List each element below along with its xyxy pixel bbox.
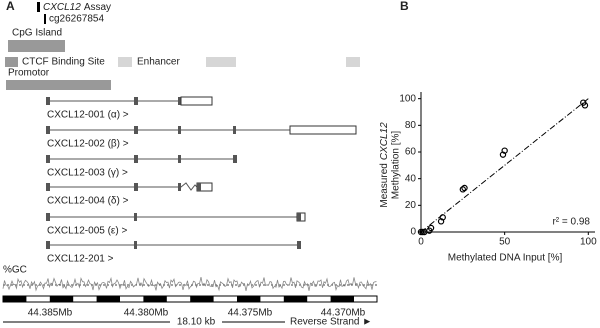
exon bbox=[134, 213, 137, 221]
x-tick-label: 0 bbox=[418, 237, 424, 248]
position-label: 44.375Mb bbox=[228, 308, 273, 319]
exon bbox=[46, 183, 50, 191]
y-tick-label: 80 bbox=[405, 120, 417, 131]
exon bbox=[297, 241, 301, 249]
point bbox=[581, 102, 589, 109]
transcript-label: CXCL12-004 (δ) > bbox=[47, 196, 129, 207]
transcript-label: CXCL12-201 > bbox=[47, 254, 114, 265]
scale-segment bbox=[330, 296, 354, 302]
scale-segment bbox=[237, 296, 261, 302]
span-label: 18.10 kb bbox=[177, 317, 216, 328]
panel-label: B bbox=[400, 0, 409, 13]
assay-label: CXCL12 Assay bbox=[43, 2, 111, 13]
strand-label: Reverse Strand ► bbox=[290, 317, 372, 328]
enhancer-label: Enhancer bbox=[137, 57, 180, 68]
y-axis-label: MeasuredCXCL12 bbox=[379, 122, 390, 208]
transcript-label: CXCL12-003 (γ) > bbox=[47, 168, 128, 179]
exon bbox=[233, 126, 236, 134]
enhancer-box bbox=[118, 57, 132, 67]
scale-segment bbox=[96, 296, 120, 302]
exon bbox=[46, 126, 50, 134]
y-tick-label: 0 bbox=[410, 227, 416, 238]
enhancer-box bbox=[206, 57, 236, 67]
exon bbox=[233, 155, 237, 163]
panel-b: B MeasuredCXCL12 Methylation [%] Methyla… bbox=[379, 0, 597, 264]
probe-label: cg26267854 bbox=[49, 14, 104, 25]
exon bbox=[46, 155, 50, 163]
utr bbox=[289, 125, 357, 135]
position-label: 44.385Mb bbox=[28, 308, 73, 319]
scale-segment bbox=[283, 296, 308, 302]
scale-segment bbox=[143, 296, 167, 302]
x-axis-label: Methylated DNA Input [%] bbox=[448, 253, 563, 264]
panel-a: A CXCL12 Assay cg26267854 CpG Island CTCF… bbox=[2, 0, 378, 328]
transcript-label: CXCL12-002 (β) > bbox=[47, 139, 129, 150]
exon bbox=[46, 97, 50, 105]
exon bbox=[297, 213, 301, 221]
panel-label: A bbox=[6, 0, 15, 13]
position-label: 44.380Mb bbox=[124, 308, 169, 319]
point bbox=[461, 184, 468, 192]
exon bbox=[178, 97, 181, 105]
assay-bar bbox=[37, 2, 40, 12]
scale-segment bbox=[3, 296, 27, 302]
point bbox=[427, 224, 435, 232]
x-tick-label: 50 bbox=[499, 237, 511, 248]
exon bbox=[134, 126, 138, 134]
exon bbox=[134, 97, 138, 105]
point bbox=[459, 186, 467, 193]
utr bbox=[180, 96, 213, 106]
promotor-label: Promotor bbox=[8, 68, 50, 79]
annotation: r² = 0.98 bbox=[552, 217, 590, 228]
intron bbox=[48, 182, 198, 191]
x-tick-label: 100 bbox=[580, 237, 597, 248]
trendline bbox=[420, 98, 589, 233]
y-tick-label: 100 bbox=[399, 93, 416, 104]
scale-segment bbox=[190, 296, 214, 302]
y-tick-label: 20 bbox=[405, 200, 417, 211]
enhancer-box bbox=[346, 57, 360, 67]
exon bbox=[178, 126, 181, 134]
y-axis-label: Methylation [%] bbox=[391, 131, 402, 200]
exon bbox=[134, 241, 137, 249]
scale-segment bbox=[49, 296, 74, 302]
transcript-label: CXCL12-001 (α) > bbox=[47, 110, 129, 121]
y-tick-label: 40 bbox=[405, 173, 417, 184]
position-label: 44.370Mb bbox=[321, 308, 366, 319]
y-tick-label: 60 bbox=[405, 147, 417, 158]
exon bbox=[46, 241, 50, 249]
exon bbox=[134, 183, 138, 191]
ctcf-label: CTCF Binding Site bbox=[22, 57, 105, 68]
gc-label: %GC bbox=[3, 265, 27, 276]
exon bbox=[178, 183, 181, 191]
exon bbox=[178, 155, 181, 163]
cpg-island bbox=[8, 40, 65, 52]
exon bbox=[197, 183, 201, 191]
promotor-box bbox=[6, 80, 111, 90]
exon bbox=[134, 155, 138, 163]
exon bbox=[46, 213, 50, 221]
point bbox=[501, 147, 508, 154]
point bbox=[439, 214, 446, 221]
probe-bar bbox=[44, 14, 46, 24]
gc-trace bbox=[2, 276, 377, 292]
cpg-label: CpG Island bbox=[12, 28, 62, 39]
transcript-label: CXCL12-005 (ε) > bbox=[47, 226, 127, 237]
ctcf-box bbox=[5, 57, 18, 67]
